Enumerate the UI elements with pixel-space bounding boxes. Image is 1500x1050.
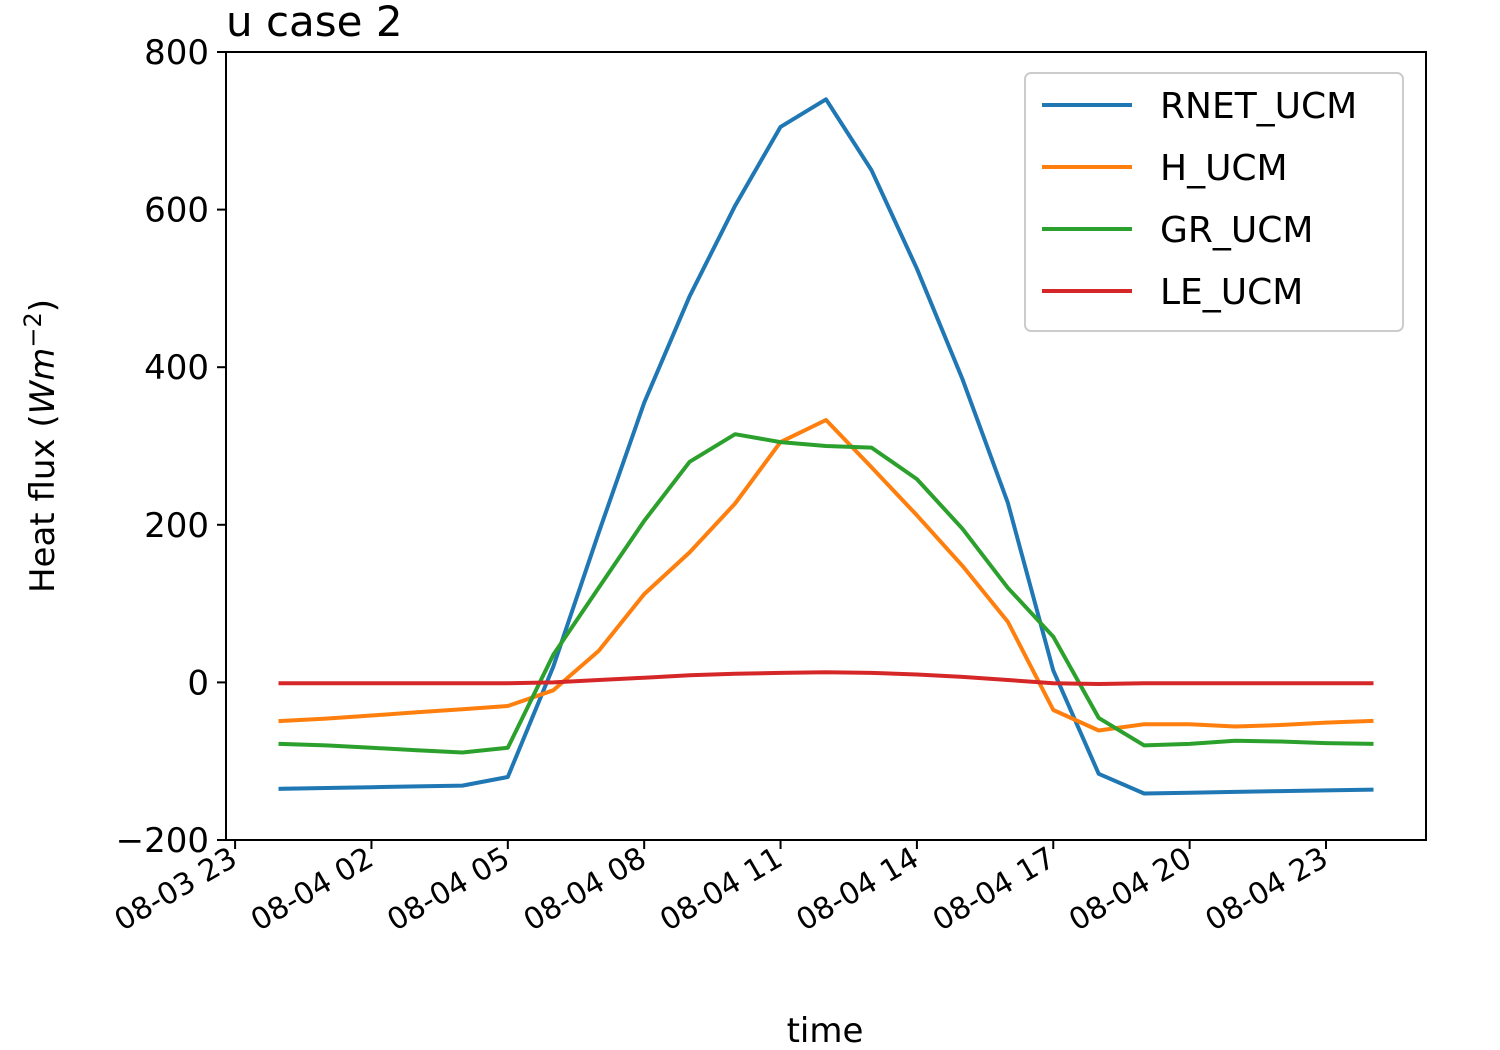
y-tick-label: 400 <box>144 348 209 388</box>
x-axis-label: time <box>787 1011 864 1050</box>
y-axis-label-end: ) <box>23 299 63 312</box>
y-tick-label: 600 <box>144 191 209 231</box>
series-line-gr-ucm <box>278 432 1374 755</box>
legend-box <box>1024 72 1404 332</box>
y-axis-label-base: Heat flux ( <box>23 414 63 593</box>
x-tick-label: 08-04 17 <box>927 841 1061 939</box>
legend-label: H_UCM <box>1160 148 1288 189</box>
y-axis-label-exponent: −2 <box>19 312 47 347</box>
chart-title: u case 2 <box>226 0 403 46</box>
y-tick-label: 800 <box>144 33 209 73</box>
axes-frame <box>225 51 1427 841</box>
y-tick-label: 200 <box>144 506 209 546</box>
legend: RNET_UCM H_UCM GR_UCM LE_UCM <box>1024 72 1404 332</box>
x-tick-label: 08-04 05 <box>381 841 515 939</box>
series-line-le-ucm <box>278 670 1374 686</box>
x-tick-label: 08-04 11 <box>654 841 788 939</box>
series-line-h-ucm <box>278 418 1374 733</box>
legend-label: RNET_UCM <box>1160 86 1357 127</box>
series-line-rnet-ucm <box>278 97 1374 796</box>
y-axis-label-math: Wm <box>23 348 63 415</box>
x-tick-label: 08-04 20 <box>1063 841 1197 939</box>
y-axis-label: Heat flux (Wm−2) <box>19 299 63 593</box>
y-tick-label: −200 <box>116 821 209 861</box>
x-tick-label: 08-04 08 <box>518 841 652 939</box>
legend-items: RNET_UCM H_UCM GR_UCM LE_UCM <box>1042 86 1357 313</box>
y-axis: −200 0 200 400 600 800 <box>116 33 226 861</box>
x-axis: 08-03 23 08-04 02 08-04 05 08-04 08 08-04 11… <box>109 840 1334 938</box>
x-tick-label: 08-04 14 <box>791 841 925 939</box>
legend-label: GR_UCM <box>1160 210 1313 251</box>
y-tick-label: 0 <box>187 663 209 703</box>
series-lines <box>278 97 1374 796</box>
plot-area <box>225 51 1427 841</box>
x-tick-label: 08-04 23 <box>1200 841 1334 939</box>
x-tick-label: 08-04 02 <box>245 841 379 939</box>
legend-label: LE_UCM <box>1160 272 1303 313</box>
